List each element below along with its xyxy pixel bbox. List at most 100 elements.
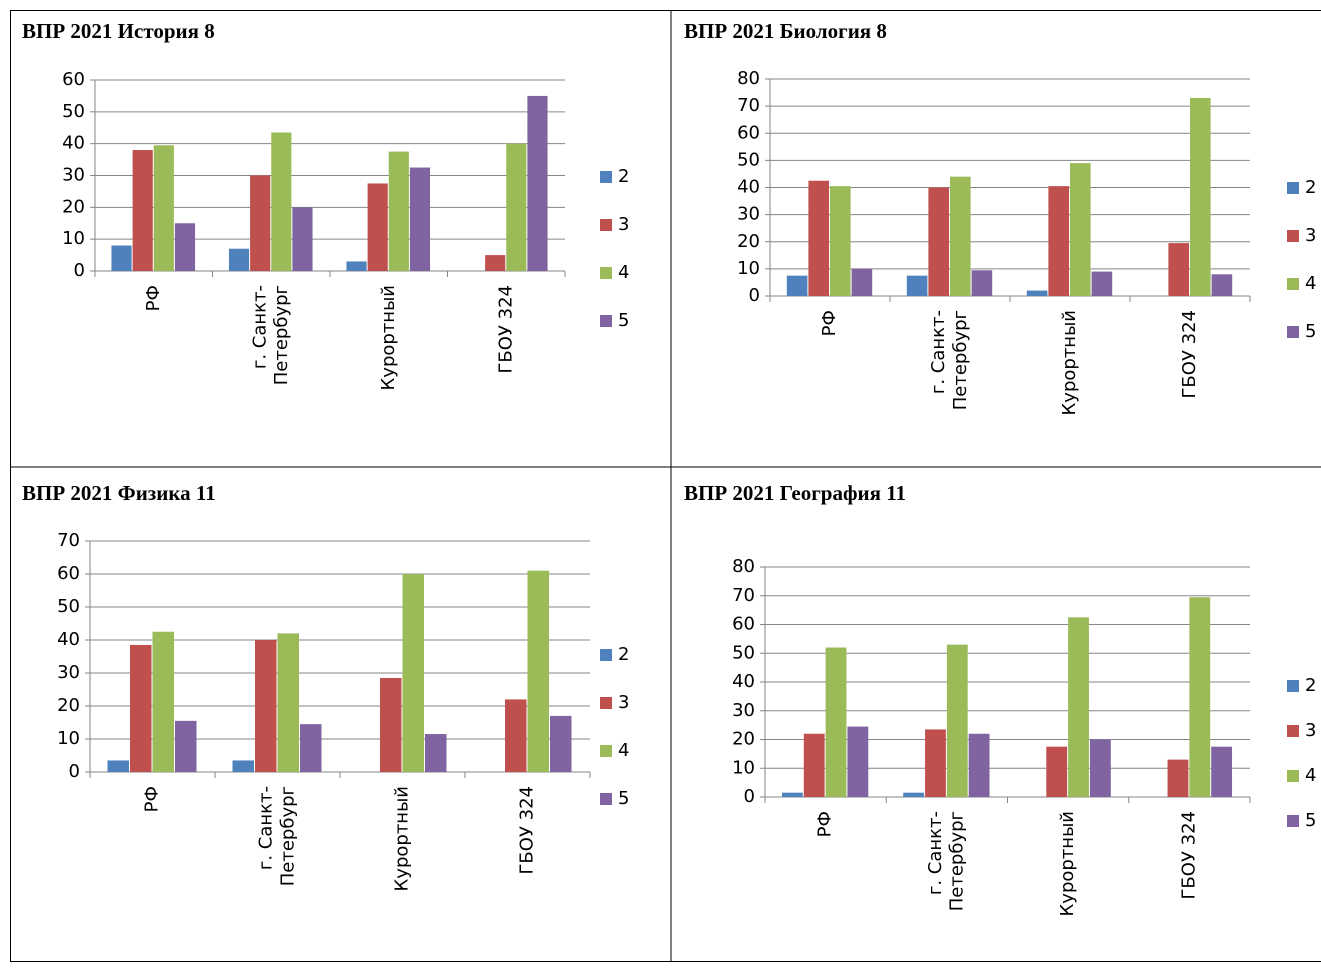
y-tick-label: 10 [737, 258, 760, 279]
x-tick-label: ГБОУ 324 [495, 285, 516, 374]
bar [1089, 739, 1111, 797]
y-tick-label: 80 [732, 556, 755, 577]
bar [485, 255, 506, 271]
bar [946, 644, 968, 797]
x-tick-label: РФ [142, 786, 163, 812]
y-tick-label: 10 [62, 228, 85, 249]
y-tick-label: 40 [737, 177, 760, 198]
legend-label: 3 [1305, 225, 1316, 246]
legend-swatch [1287, 725, 1299, 737]
y-tick-label: 30 [57, 662, 80, 683]
legend-label: 2 [618, 166, 629, 187]
y-tick-label: 0 [69, 761, 80, 782]
bar [132, 150, 153, 271]
y-tick-label: 70 [57, 530, 80, 551]
bar [847, 726, 869, 797]
y-tick-label: 30 [62, 165, 85, 186]
bar [1048, 186, 1069, 296]
y-tick-label: 40 [57, 629, 80, 650]
bar [367, 183, 388, 271]
y-tick-label: 20 [732, 729, 755, 750]
x-tick-label: РФ [819, 310, 840, 336]
bar [153, 145, 174, 271]
y-tick-label: 10 [57, 728, 80, 749]
x-tick-label: ГБОУ 324 [1179, 310, 1200, 399]
legend-swatch [600, 649, 612, 661]
bar [505, 699, 527, 772]
x-tick-label: г. Санкт-Петербург [256, 786, 299, 886]
x-tick-label: г. Санкт-Петербург [928, 310, 971, 410]
bar [250, 175, 271, 271]
bar [174, 223, 196, 271]
bar [1168, 243, 1189, 296]
legend-label: 4 [1305, 765, 1316, 786]
bar [825, 647, 847, 797]
chart-title: ВПР 2021 Биология 8 [684, 19, 887, 43]
bar [228, 248, 250, 271]
legend-label: 2 [618, 644, 629, 665]
y-tick-label: 50 [732, 642, 755, 663]
bar [292, 207, 313, 271]
y-tick-label: 70 [737, 95, 760, 116]
legend-label: 3 [618, 214, 629, 235]
bar [906, 275, 928, 296]
bar [271, 132, 292, 271]
bar [1211, 746, 1233, 797]
bar [1026, 290, 1048, 296]
y-tick-label: 60 [57, 563, 80, 584]
legend-label: 5 [1305, 810, 1316, 831]
y-tick-label: 60 [62, 69, 85, 90]
x-tick-label: Курортный [378, 285, 399, 390]
legend-label: 5 [618, 788, 629, 809]
y-tick-label: 80 [737, 68, 760, 89]
bar [1091, 271, 1113, 296]
bar [409, 167, 431, 271]
legend-swatch [1287, 278, 1299, 290]
y-tick-label: 20 [737, 231, 760, 252]
y-tick-label: 60 [737, 122, 760, 143]
bar [550, 715, 572, 772]
bar [402, 574, 424, 772]
legend-swatch [600, 793, 612, 805]
legend-swatch [1287, 770, 1299, 782]
bar [808, 180, 829, 296]
x-tick-label: ГБОУ 324 [517, 786, 538, 875]
y-tick-label: 0 [74, 260, 85, 281]
legend-label: 2 [1305, 675, 1316, 696]
legend-swatch [600, 745, 612, 757]
bar [527, 95, 548, 272]
x-tick-label: г. Санкт-Петербург [249, 285, 292, 385]
bar [1211, 274, 1233, 296]
y-tick-label: 60 [732, 614, 755, 635]
y-tick-label: 30 [737, 204, 760, 225]
bar [1046, 746, 1068, 797]
legend-swatch [1287, 815, 1299, 827]
legend-swatch [1287, 230, 1299, 242]
bar [1190, 97, 1211, 296]
bar [1068, 617, 1089, 797]
bar [277, 633, 299, 772]
chart-title: ВПР 2021 География 11 [684, 481, 906, 505]
legend-label: 4 [618, 262, 629, 283]
legend-swatch [1287, 680, 1299, 692]
bar [803, 733, 825, 797]
y-tick-label: 70 [732, 585, 755, 606]
legend-label: 4 [1305, 273, 1316, 294]
legend-swatch [600, 697, 612, 709]
bar [300, 724, 322, 772]
y-tick-label: 50 [62, 101, 85, 122]
bar [1167, 759, 1189, 797]
bar [130, 644, 152, 772]
y-tick-label: 10 [732, 757, 755, 778]
bar [175, 720, 197, 772]
y-tick-label: 0 [744, 786, 755, 807]
x-tick-label: ГБОУ 324 [1178, 811, 1199, 900]
legend-swatch [1287, 182, 1299, 194]
bar [380, 677, 402, 772]
legend-swatch [600, 171, 612, 183]
bar [925, 729, 946, 797]
legend-label: 2 [1305, 177, 1316, 198]
legend-swatch [600, 219, 612, 231]
